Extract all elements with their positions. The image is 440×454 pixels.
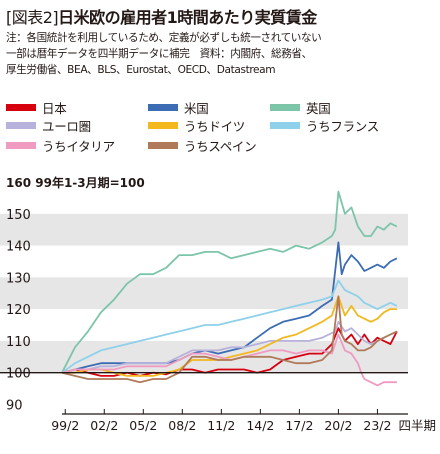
legend-label: うちフランス bbox=[306, 119, 379, 134]
legend-item: うちイタリア bbox=[6, 136, 115, 155]
y-axis-unit: 160 99年1-3月期=100 bbox=[6, 174, 145, 191]
y-tick-label: 130 bbox=[6, 271, 31, 286]
y-axis-unit-label: 99年1-3月期=100 bbox=[35, 176, 145, 190]
series-line bbox=[61, 333, 397, 387]
legend-swatch bbox=[6, 104, 36, 111]
note-line-1: 注：各国統計を利用しているため、定義が必ずしも統一されていない bbox=[6, 32, 322, 44]
x-tick-label: 99/2 bbox=[51, 418, 79, 433]
x-tick-label: 23/2 bbox=[363, 418, 391, 433]
y-top-tick-label: 160 bbox=[6, 176, 32, 190]
note-line-2: 一部は暦年データを四半期データに補完 資料：内閣府、総務省、 bbox=[6, 48, 312, 60]
title-text: 日米欧の雇用者1時間あたり実質賃金 bbox=[58, 8, 317, 27]
legend-swatch bbox=[270, 104, 300, 111]
grid-band bbox=[0, 213, 408, 246]
grid-band bbox=[0, 277, 408, 310]
x-tick-label: 05/2 bbox=[129, 418, 157, 433]
legend-item: うちスペイン bbox=[148, 136, 257, 155]
series-line bbox=[61, 295, 398, 384]
series-line bbox=[61, 320, 398, 374]
legend-label: 日本 bbox=[42, 101, 67, 116]
y-tick-label: 110 bbox=[6, 335, 31, 350]
legend: 日本 米国 英国ユーロ圏 うちドイツ うちフランスうちイタリア うちスペイン bbox=[0, 0, 440, 160]
legend-item: 米国 bbox=[148, 98, 209, 117]
y-tick-label: 140 bbox=[6, 240, 31, 255]
series-line bbox=[62, 295, 397, 377]
y-tick-label: 90 bbox=[6, 398, 23, 413]
chart-note: 注：各国統計を利用しているため、定義が必ずしも統一されていない 一部は暦年データ… bbox=[6, 30, 436, 78]
legend-swatch bbox=[270, 122, 300, 129]
x-tick-label: 02/2 bbox=[90, 418, 118, 433]
legend-swatch bbox=[6, 142, 36, 149]
x-axis-unit-label: 四半期 bbox=[398, 418, 436, 433]
y-tick-label: 150 bbox=[6, 208, 31, 223]
x-tick-label: 17/2 bbox=[285, 418, 313, 433]
legend-swatch bbox=[148, 122, 178, 129]
legend-label: うちイタリア bbox=[42, 139, 115, 154]
x-tick-label: 20/2 bbox=[324, 418, 352, 433]
figure-tag: [図表2] bbox=[6, 8, 59, 27]
legend-label: ユーロ圏 bbox=[42, 119, 91, 134]
legend-label: 英国 bbox=[306, 101, 331, 116]
x-tick-label: 14/2 bbox=[246, 418, 274, 433]
legend-label: 米国 bbox=[184, 101, 209, 116]
legend-swatch bbox=[6, 122, 36, 129]
legend-item: うちフランス bbox=[270, 116, 379, 135]
chart-title: [図表2]日米欧の雇用者1時間あたり実質賃金 bbox=[6, 4, 317, 28]
note-line-3: 厚生労働省、BEA、BLS、Eurostat、OECD、Datastream bbox=[6, 64, 276, 76]
series-line bbox=[61, 190, 398, 374]
legend-item: 英国 bbox=[270, 98, 331, 117]
legend-swatch bbox=[148, 104, 178, 111]
legend-label: うちドイツ bbox=[184, 119, 246, 134]
legend-swatch bbox=[148, 142, 178, 149]
y-tick-label: 120 bbox=[6, 303, 31, 318]
legend-label: うちスペイン bbox=[184, 139, 257, 154]
x-tick-label: 11/2 bbox=[207, 418, 235, 433]
series-line bbox=[61, 279, 398, 374]
y-tick-label: 100 bbox=[6, 367, 31, 382]
legend-item: 日本 bbox=[6, 98, 67, 117]
legend-item: ユーロ圏 bbox=[6, 116, 91, 135]
legend-item: うちドイツ bbox=[148, 116, 245, 135]
x-tick-label: 08/2 bbox=[168, 418, 196, 433]
